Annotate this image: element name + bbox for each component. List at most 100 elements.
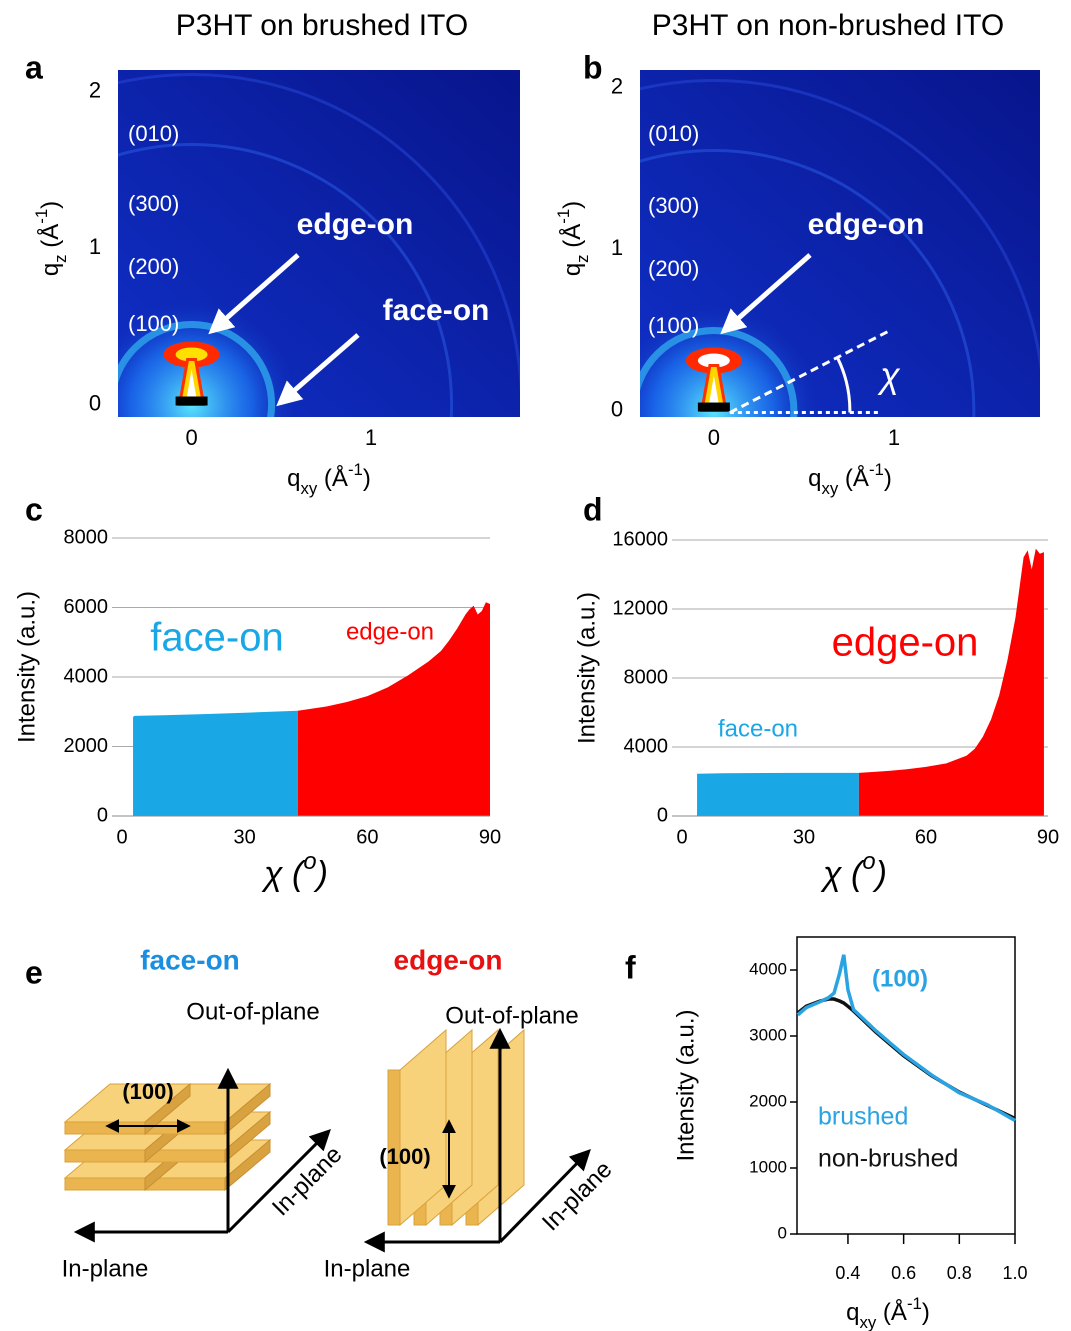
beamstop bbox=[698, 403, 730, 412]
series-label: face-on bbox=[150, 616, 283, 660]
x-tick-label: 0 bbox=[708, 425, 720, 450]
y-tick-label: 0 bbox=[611, 396, 623, 421]
area bbox=[859, 549, 1044, 816]
label-part: ) bbox=[884, 465, 892, 492]
label-part: q bbox=[287, 465, 300, 492]
x-tick-label: 1 bbox=[888, 425, 900, 450]
label-part: q bbox=[808, 465, 821, 492]
annotation: (200) bbox=[648, 256, 699, 281]
y-tick-label: 0 bbox=[89, 390, 101, 415]
annotation: edge-on bbox=[297, 208, 414, 241]
panel-label: c bbox=[25, 491, 43, 527]
axis-label: In-plane bbox=[537, 1156, 617, 1236]
panel-label: a bbox=[25, 49, 43, 85]
y-tick-label: 8000 bbox=[64, 526, 109, 548]
label-part: q bbox=[37, 263, 64, 276]
panel-label: d bbox=[583, 491, 603, 527]
y-tick-label: 4000 bbox=[624, 735, 669, 757]
x-tick-label: 1.0 bbox=[1002, 1263, 1027, 1283]
panel-label: b bbox=[583, 49, 603, 85]
y-tick-label: 4000 bbox=[749, 959, 787, 978]
annotation: face-on bbox=[383, 294, 490, 327]
label-part: ) bbox=[363, 465, 371, 492]
x-tick-label: 0 bbox=[185, 425, 197, 450]
series-label: edge-on bbox=[832, 621, 979, 665]
x-tick-label: 90 bbox=[1037, 826, 1059, 848]
axis-label: Intensity (a.u.) bbox=[672, 1009, 699, 1161]
axis-label: Out-of-plane bbox=[445, 1002, 578, 1029]
diagram-title: edge-on bbox=[394, 944, 503, 975]
spacing-label: (100) bbox=[122, 1079, 173, 1104]
label-part: xy bbox=[821, 479, 838, 498]
axis-label: In-plane bbox=[62, 1255, 149, 1282]
series-label: face-on bbox=[718, 715, 798, 742]
label-part: z bbox=[573, 254, 592, 262]
x-tick-label: 30 bbox=[234, 826, 256, 848]
annotation: (100) bbox=[648, 313, 699, 338]
y-tick-label: 4000 bbox=[64, 665, 109, 687]
axis-label: χ (o) bbox=[820, 848, 887, 893]
label-part: -1 bbox=[348, 460, 363, 479]
chart-title: P3HT on non-brushed ITO bbox=[652, 9, 1004, 42]
y-tick-label: 2000 bbox=[749, 1091, 787, 1110]
axis-label: Intensity (a.u.) bbox=[573, 592, 600, 744]
axis-label: qxy (Å-1) bbox=[846, 1294, 930, 1331]
x-tick-label: 0.4 bbox=[835, 1263, 860, 1283]
y-tick-label: 2000 bbox=[64, 735, 109, 757]
y-tick-label: 1 bbox=[611, 235, 623, 260]
axis-label: qxy (Å-1) bbox=[808, 460, 892, 498]
label-part: xy bbox=[859, 1313, 876, 1331]
panel-label: e bbox=[25, 954, 43, 990]
x-tick-label: 1 bbox=[365, 425, 377, 450]
y-tick-label: 8000 bbox=[624, 666, 669, 688]
axis-label: χ (o) bbox=[261, 848, 328, 893]
label-part: (Å bbox=[558, 224, 586, 255]
label-part: χ bbox=[820, 855, 843, 893]
slab bbox=[65, 1150, 145, 1162]
x-tick-label: 30 bbox=[793, 826, 815, 848]
figure: e face-on edge-on Out-of-plane (100) In-… bbox=[0, 0, 1071, 1331]
beamstop bbox=[176, 396, 208, 405]
axis-label: qxy (Å-1) bbox=[287, 460, 371, 498]
label-part: -1 bbox=[869, 460, 884, 479]
label-part: xy bbox=[300, 479, 317, 498]
label-part: χ bbox=[261, 855, 284, 893]
diagram-title: face-on bbox=[140, 944, 240, 975]
series-label: edge-on bbox=[346, 618, 434, 645]
label-part: o bbox=[303, 848, 316, 875]
axis-label: qz (Å-1) bbox=[554, 201, 592, 276]
area bbox=[133, 711, 298, 816]
axis-label: qz (Å-1) bbox=[32, 201, 70, 276]
legend-label: non-brushed bbox=[818, 1145, 958, 1173]
annotation: (300) bbox=[648, 193, 699, 218]
label-part: -1 bbox=[907, 1294, 922, 1313]
axis-label: In-plane bbox=[324, 1255, 411, 1282]
annotation: edge-on bbox=[808, 208, 925, 241]
x-tick-label: 90 bbox=[479, 826, 501, 848]
x-tick-label: 0.8 bbox=[947, 1263, 972, 1283]
area bbox=[697, 773, 859, 816]
y-tick-label: 3000 bbox=[749, 1025, 787, 1044]
y-tick-label: 0 bbox=[657, 804, 668, 826]
label-part: q bbox=[846, 1299, 859, 1326]
line bbox=[798, 999, 1015, 1118]
chart-title: P3HT on brushed ITO bbox=[176, 9, 468, 42]
annotation: (010) bbox=[128, 121, 179, 146]
y-tick-label: 1000 bbox=[749, 1157, 787, 1176]
annotation: (010) bbox=[648, 121, 699, 146]
label-part: (Å bbox=[317, 464, 348, 492]
label-part: ) bbox=[922, 1299, 930, 1326]
slab bbox=[65, 1122, 145, 1134]
x-tick-label: 60 bbox=[356, 826, 378, 848]
x-tick-label: 0 bbox=[676, 826, 687, 848]
axis-label: Out-of-plane bbox=[186, 998, 319, 1025]
annotation: (100) bbox=[872, 965, 928, 992]
annotation: (100) bbox=[128, 311, 179, 336]
spacing-label: (100) bbox=[379, 1144, 430, 1169]
label-part: -1 bbox=[32, 209, 51, 224]
label-part: ) bbox=[559, 201, 586, 209]
y-tick-label: 16000 bbox=[612, 528, 668, 550]
label-part: (Å bbox=[36, 224, 64, 255]
y-tick-label: 12000 bbox=[612, 597, 668, 619]
label-part: -1 bbox=[554, 209, 573, 224]
